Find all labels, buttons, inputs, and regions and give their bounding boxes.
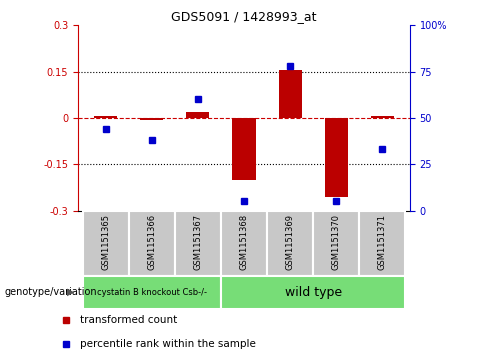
Bar	[141, 118, 163, 119]
Text: percentile rank within the sample: percentile rank within the sample	[80, 339, 256, 349]
Text: wild type: wild type	[285, 286, 342, 299]
Bar	[267, 211, 313, 276]
Bar	[221, 211, 267, 276]
Bar	[325, 118, 347, 197]
Bar	[221, 276, 406, 309]
Bar	[359, 211, 406, 276]
Text: GSM1151366: GSM1151366	[147, 214, 156, 270]
Text: GSM1151371: GSM1151371	[378, 214, 387, 270]
Bar	[94, 117, 117, 118]
Bar	[186, 112, 209, 118]
Text: GSM1151368: GSM1151368	[240, 214, 248, 270]
Bar	[371, 117, 394, 118]
Title: GDS5091 / 1428993_at: GDS5091 / 1428993_at	[171, 10, 317, 23]
Text: genotype/variation: genotype/variation	[5, 287, 98, 297]
Text: ▶: ▶	[67, 287, 75, 297]
Text: GSM1151369: GSM1151369	[285, 214, 295, 270]
Text: GSM1151365: GSM1151365	[101, 214, 110, 270]
Bar	[175, 211, 221, 276]
Bar	[82, 211, 129, 276]
Bar	[129, 211, 175, 276]
Bar	[232, 118, 256, 180]
Bar	[279, 70, 302, 118]
Text: cystatin B knockout Csb-/-: cystatin B knockout Csb-/-	[97, 288, 207, 297]
Bar	[82, 276, 221, 309]
Text: transformed count: transformed count	[80, 315, 177, 325]
Text: GSM1151367: GSM1151367	[193, 214, 203, 270]
Text: GSM1151370: GSM1151370	[332, 214, 341, 270]
Bar	[313, 211, 359, 276]
